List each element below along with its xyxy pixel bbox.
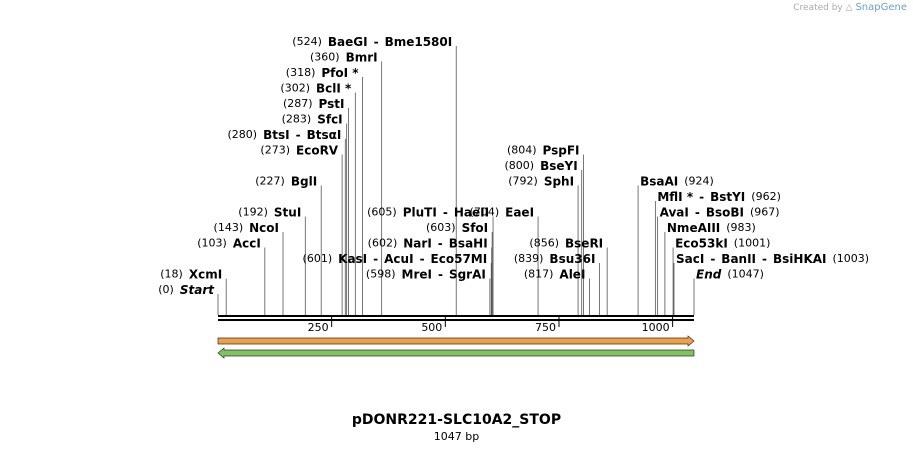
dna-backbone — [218, 315, 694, 321]
cut-site-label: BsaAI (924) — [640, 174, 714, 188]
cut-site-label: (601) KasI - AcuI - Eco57MI — [303, 252, 488, 266]
cut-site-label: (302) BclI * — [280, 81, 352, 95]
cut-site-label: (318) PfoI * — [286, 66, 359, 80]
cut-site-label: SacI - BanII - BsiHKAI (1003) — [676, 252, 869, 266]
cut-site-label: (839) Bsu36I — [514, 252, 596, 266]
cut-site-label: (360) BmrI — [310, 50, 378, 64]
cut-site-label: (602) NarI - BsaHI — [368, 236, 488, 250]
snapgene-watermark: Created by △ SnapGene — [793, 2, 907, 13]
cut-site-label: End (1047) — [696, 267, 764, 281]
reverse-arrow[interactable] — [217, 347, 695, 359]
cut-site-label: (287) PstI — [283, 97, 345, 111]
cut-site-label: NmeAIII (983) — [667, 221, 756, 235]
map-title: pDONR221-SLC10A2_STOP — [351, 412, 562, 428]
cut-site-label: (603) SfoI — [426, 221, 488, 235]
cut-site-label: (792) SphI — [508, 174, 574, 188]
cut-site-labels: (524) BaeGI - Bme1580I(360) BmrI(318) PfoI *(… — [158, 35, 869, 297]
cut-site-label: (103) AccI — [197, 236, 261, 250]
cut-site-label: (598) MreI - SgrAI — [366, 267, 486, 281]
cut-site-label: (283) SfcI — [282, 112, 343, 126]
cut-site-label: (0) Start — [158, 283, 215, 297]
cut-site-label: (18) XcmI — [160, 267, 222, 281]
cut-site-label: MflI * - BstYI (962) — [657, 190, 781, 204]
cut-site-label: (143) NcoI — [214, 221, 279, 235]
cut-site-label: (804) PspFI — [507, 143, 580, 157]
tick-label: 250 — [308, 321, 329, 334]
cut-site-label: (273) EcoRV — [260, 143, 338, 157]
snapgene-logo-icon: △ — [845, 3, 853, 13]
bp-ticks: 250 500 750 1000 — [308, 316, 674, 334]
cut-site-label: (817) AleI — [524, 267, 586, 281]
cut-site-label: (605) PluTI - HaeII — [367, 205, 489, 219]
cut-site-label: (192) StuI — [238, 205, 301, 219]
cut-site-lines — [217, 46, 695, 315]
cut-site-label: (800) BseYI — [505, 159, 578, 173]
cut-site-label: (704) EaeI — [470, 205, 535, 219]
cut-site-label: Eco53kI (1001) — [675, 236, 770, 250]
cut-site-label: (227) BglI — [255, 174, 317, 188]
forward-arrow[interactable] — [217, 335, 695, 347]
tick-label: 1000 — [642, 321, 670, 334]
map-length: 1047 bp — [433, 430, 480, 443]
cut-site-label: AvaI - BsoBI (967) — [660, 205, 780, 219]
tick-label: 750 — [535, 321, 556, 334]
cut-site-label: (856) BseRI — [529, 236, 603, 250]
watermark-brand: SnapGene — [855, 2, 907, 13]
watermark-created-by: Created by — [793, 3, 843, 13]
cut-site-label: (280) BtsI - BtsαI — [227, 128, 341, 142]
feature-arrows — [217, 335, 695, 359]
cut-site-label: (524) BaeGI - Bme1580I — [292, 35, 452, 49]
tick-label: 500 — [421, 321, 442, 334]
